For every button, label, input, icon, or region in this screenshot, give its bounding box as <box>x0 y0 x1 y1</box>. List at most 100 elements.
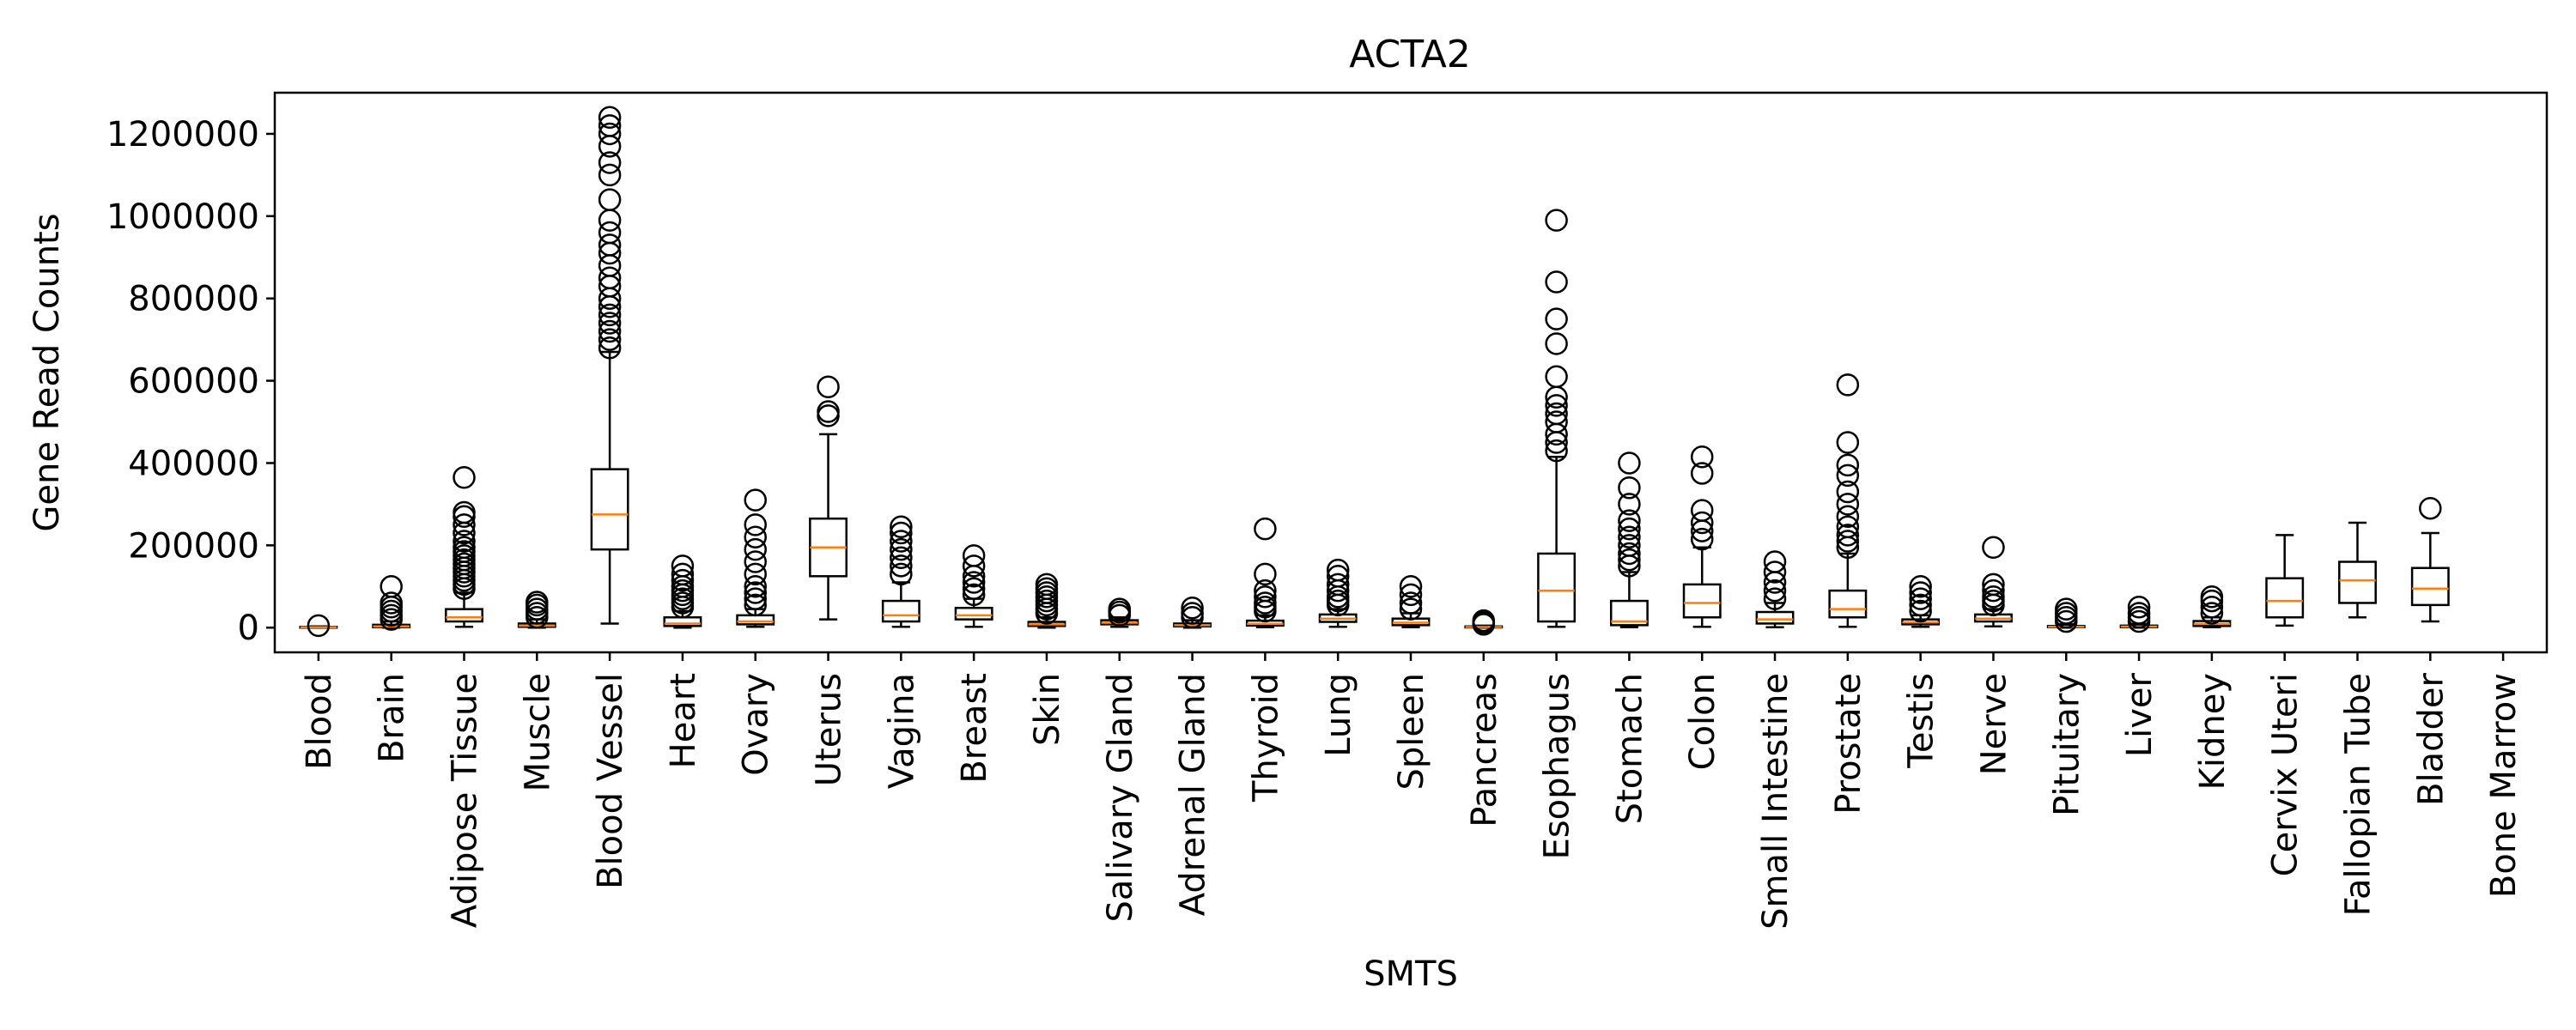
x-tick-label: Bone Marrow <box>2484 673 2524 898</box>
box-ovary <box>736 488 775 628</box>
iqr-box <box>445 608 483 623</box>
outlier-point <box>1399 591 1423 615</box>
x-axis-label: SMTS <box>1364 954 1458 994</box>
outlier-point <box>1545 410 1568 433</box>
x-tick-label: Pancreas <box>1465 673 1504 827</box>
outlier-point <box>744 587 767 610</box>
outlier-point <box>890 562 913 586</box>
x-tick-label: Small Intestine <box>1756 673 1795 930</box>
outlier-point <box>1836 373 1860 397</box>
outlier-point <box>1618 525 1641 549</box>
outlier-point <box>890 546 913 569</box>
outlier-point <box>744 593 767 617</box>
y-axis-label: Gene Read Counts <box>27 213 67 531</box>
x-tick-label: Lung <box>1319 673 1358 757</box>
outlier-point <box>1836 505 1860 529</box>
plot-area <box>299 106 2450 638</box>
outlier-point <box>962 577 986 600</box>
box-vagina <box>881 515 920 628</box>
x-tick-label: Liver <box>2120 672 2160 757</box>
box-adrenal-gland <box>1173 596 1212 629</box>
x-tick-label: Fallopian Tube <box>2339 673 2379 916</box>
x-tick-label: Nerve <box>1974 673 2014 775</box>
iqr-box <box>1682 583 1722 619</box>
outlier-point <box>1181 596 1204 620</box>
outlier-point <box>1763 579 1787 603</box>
outlier-point <box>1108 597 1132 621</box>
outlier-point <box>598 312 622 335</box>
outlier-point <box>598 114 622 137</box>
box-adipose-tissue <box>445 466 483 628</box>
outlier-point <box>962 554 986 578</box>
outlier-point <box>598 221 622 245</box>
outlier-point <box>526 591 549 614</box>
outlier-point <box>380 575 403 598</box>
outlier-point <box>1326 565 1350 588</box>
outlier-point <box>1909 587 1932 610</box>
outlier-point <box>453 466 476 489</box>
outlier-point <box>1690 511 1714 535</box>
outlier-point <box>453 500 476 524</box>
outlier-point <box>890 537 913 561</box>
outlier-point <box>744 525 767 549</box>
box-muscle <box>517 591 556 629</box>
outlier-point <box>1909 575 1932 598</box>
outlier-point <box>1326 573 1350 597</box>
outlier-point <box>1618 517 1641 541</box>
iqr-box <box>1828 589 1868 619</box>
outlier-point <box>1836 515 1860 539</box>
y-axis: 0 200000 400000 600000 800000 1000000 1200000 <box>106 115 275 648</box>
outlier-point <box>1690 499 1714 522</box>
outlier-point <box>744 550 767 573</box>
outlier-point <box>1399 575 1423 598</box>
box-lung <box>1318 558 1358 628</box>
box-blood-vessel <box>590 106 629 625</box>
x-tick-label: Esophagus <box>1538 673 1577 859</box>
x-tick-label: Blood Vessel <box>591 673 630 889</box>
x-tick-label: Stomach <box>1610 673 1649 824</box>
outlier-point <box>890 521 913 545</box>
y-tick-label: 1000000 <box>106 197 259 237</box>
outlier-point <box>1618 509 1641 532</box>
outlier-point <box>744 537 767 561</box>
outlier-point <box>1763 587 1787 610</box>
outlier-point <box>890 515 913 539</box>
outlier-point <box>1326 558 1350 582</box>
box-brain <box>372 575 411 631</box>
outlier-point <box>598 266 622 289</box>
outlier-point <box>1982 585 2005 609</box>
outlier-point <box>1035 573 1059 597</box>
box-testis <box>1901 575 1941 628</box>
outlier-point <box>1618 542 1641 566</box>
outlier-point <box>2200 596 2224 619</box>
y-tick-label: 400000 <box>128 444 259 483</box>
outlier-point <box>1836 524 1860 547</box>
y-tick-label: 600000 <box>128 362 259 402</box>
box-cervix-uteri <box>2265 534 2305 627</box>
box-thyroid <box>1245 517 1285 629</box>
iqr-box <box>1537 552 1577 623</box>
iqr-box <box>881 599 920 623</box>
x-tick-label: Cervix Uteri <box>2266 673 2306 876</box>
box-liver <box>2119 596 2159 633</box>
x-tick-label: Salivary Gland <box>1101 673 1140 923</box>
iqr-box <box>1609 599 1649 627</box>
x-tick-label: Ovary <box>737 673 776 776</box>
box-salivary-gland <box>1100 597 1139 628</box>
x-tick-label: Bladder <box>2411 672 2451 805</box>
outlier-point <box>1399 597 1423 621</box>
x-tick-label: Colon <box>1683 673 1722 770</box>
x-tick-label: Thyroid <box>1246 673 1285 803</box>
y-tick-label: 800000 <box>128 280 259 319</box>
iqr-box <box>2410 566 2450 607</box>
outlier-point <box>598 233 622 257</box>
iqr-box <box>1755 610 1795 625</box>
outlier-point <box>1836 530 1860 553</box>
x-tick-label: Uterus <box>810 673 849 786</box>
box-bladder <box>2410 496 2450 623</box>
outlier-point <box>1836 480 1860 504</box>
outlier-point <box>1909 581 1932 604</box>
box-spleen <box>1391 575 1431 629</box>
